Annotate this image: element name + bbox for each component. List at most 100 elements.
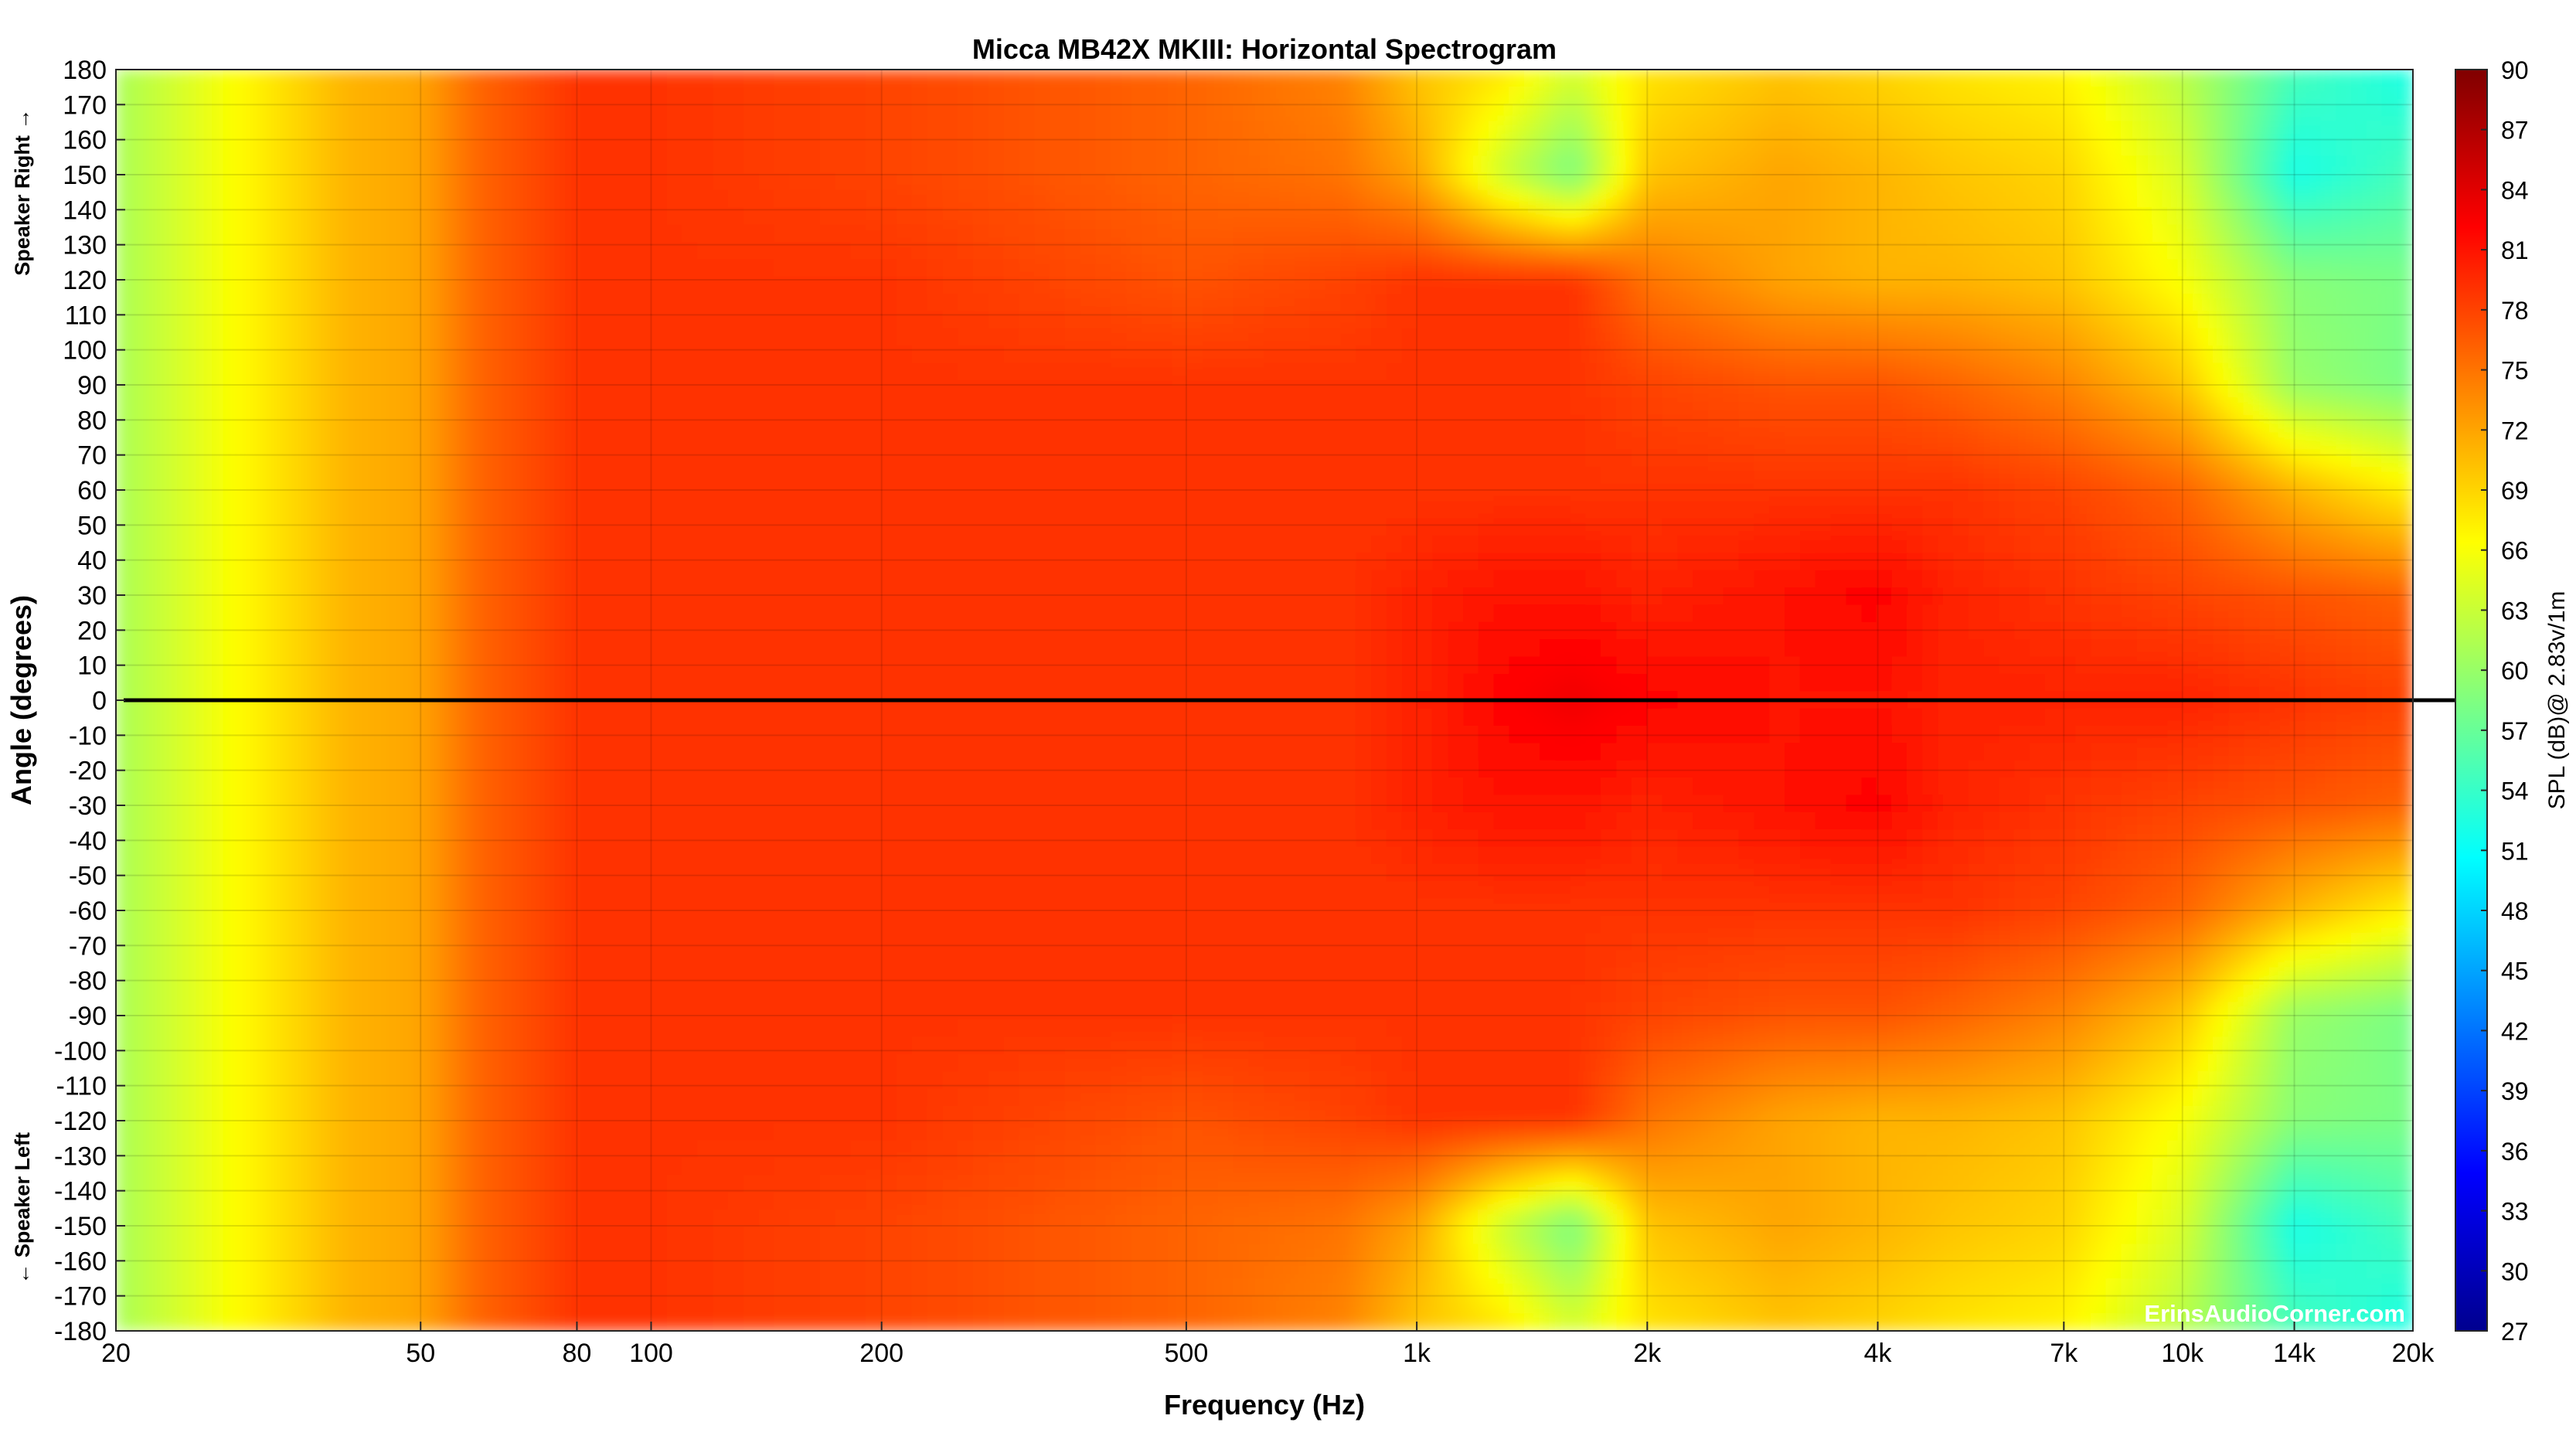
heatmap-cell: [1325, 397, 1342, 416]
heatmap-cell: [529, 207, 546, 226]
heatmap-cell: [1999, 155, 2016, 174]
heatmap-cell: [1325, 553, 1342, 571]
heatmap-cell: [544, 466, 561, 485]
heatmap-cell: [1080, 604, 1097, 623]
heatmap-cell: [1340, 259, 1357, 277]
heatmap-cell: [2213, 414, 2230, 434]
heatmap-cell: [452, 621, 469, 641]
heatmap-cell: [223, 86, 240, 105]
heatmap-cell: [498, 604, 515, 623]
heatmap-cell: [988, 483, 1005, 502]
heatmap-cell: [391, 553, 407, 571]
heatmap-cell: [1156, 414, 1173, 434]
heatmap-cell: [1723, 155, 1740, 174]
heatmap-cell: [758, 207, 775, 226]
heatmap-cell: [758, 172, 775, 192]
heatmap-cell: [1999, 501, 2016, 519]
heatmap-cell: [988, 294, 1005, 312]
heatmap-cell: [713, 466, 730, 485]
heatmap-cell: [2044, 397, 2061, 416]
heatmap-cell: [406, 345, 423, 364]
heatmap-cell: [116, 172, 132, 192]
heatmap-cell: [1233, 414, 1250, 434]
heatmap-cell: [421, 414, 438, 434]
heatmap-cell: [1799, 518, 1816, 537]
heatmap-cell: [651, 138, 668, 157]
heatmap-cell: [1325, 501, 1342, 519]
heatmap-cell: [2136, 172, 2153, 192]
heatmap-cell: [927, 604, 944, 623]
heatmap-cell: [2014, 121, 2031, 140]
heatmap-cell: [1295, 345, 1311, 364]
heatmap-cell: [2044, 207, 2061, 226]
heatmap-cell: [2044, 155, 2061, 174]
heatmap-cell: [743, 189, 760, 209]
heatmap-cell: [1203, 311, 1220, 329]
heatmap-cell: [1034, 328, 1051, 347]
heatmap-cell: [237, 242, 254, 260]
heatmap-cell: [1448, 155, 1465, 174]
heatmap-cell: [1846, 397, 1863, 416]
heatmap-cell: [1999, 553, 2016, 571]
heatmap-cell: [1493, 414, 1510, 434]
heatmap-cell: [942, 570, 959, 589]
heatmap-cell: [1432, 431, 1449, 451]
heatmap-cell: [482, 104, 499, 122]
heatmap-cell: [835, 501, 852, 519]
heatmap-cell: [116, 639, 132, 658]
heatmap-cell: [116, 501, 132, 519]
heatmap-cell: [1203, 501, 1220, 519]
heatmap-cell: [1524, 431, 1541, 451]
heatmap-cell: [1616, 397, 1633, 416]
heatmap-cell: [176, 414, 193, 434]
heatmap-cell: [1540, 379, 1556, 399]
heatmap-cell: [1003, 621, 1020, 641]
heatmap-cell: [1922, 466, 1939, 485]
heatmap-cell: [1524, 86, 1541, 105]
heatmap-cell: [1432, 224, 1449, 243]
heatmap-cell: [1999, 104, 2016, 122]
heatmap-cell: [544, 518, 561, 537]
heatmap-cell: [2351, 414, 2368, 434]
heatmap-cell: [682, 86, 699, 105]
heatmap-cell: [636, 121, 653, 140]
heatmap-cell: [2136, 259, 2153, 277]
heatmap-cell: [1601, 70, 1618, 87]
heatmap-cell: [1693, 483, 1710, 502]
heatmap-cell: [1785, 294, 1802, 312]
heatmap-cell: [146, 483, 162, 502]
heatmap-cell: [1203, 483, 1220, 502]
heatmap-cell: [1003, 86, 1020, 105]
heatmap-cell: [284, 553, 301, 571]
heatmap-cell: [636, 449, 653, 468]
heatmap-cell: [1233, 587, 1250, 606]
heatmap-cell: [482, 362, 499, 382]
heatmap-cell: [1050, 414, 1066, 434]
heatmap-cell: [560, 414, 576, 434]
heatmap-cell: [911, 621, 928, 641]
heatmap-cell: [1723, 621, 1740, 641]
heatmap-cell: [1325, 483, 1342, 502]
heatmap-cell: [835, 311, 852, 329]
heatmap-cell: [2106, 207, 2123, 226]
heatmap-cell: [1156, 242, 1173, 260]
heatmap-cell: [2030, 501, 2047, 519]
heatmap-cell: [896, 362, 913, 382]
heatmap-cell: [1601, 207, 1618, 226]
heatmap-cell: [1417, 70, 1434, 87]
heatmap-cell: [2014, 242, 2031, 260]
heatmap-cell: [651, 570, 668, 589]
heatmap-cell: [2014, 604, 2031, 623]
heatmap-cell: [299, 397, 316, 416]
heatmap-cell: [621, 431, 638, 451]
heatmap-cell: [253, 483, 270, 502]
heatmap-cell: [1356, 431, 1373, 451]
heatmap-cell: [911, 311, 928, 329]
heatmap-cell: [1999, 483, 2016, 502]
heatmap-cell: [713, 553, 730, 571]
heatmap-cell: [421, 518, 438, 537]
heatmap-cell: [1218, 587, 1234, 606]
heatmap-cell: [1830, 414, 1847, 434]
heatmap-cell: [237, 70, 254, 87]
heatmap-cell: [1463, 294, 1479, 312]
